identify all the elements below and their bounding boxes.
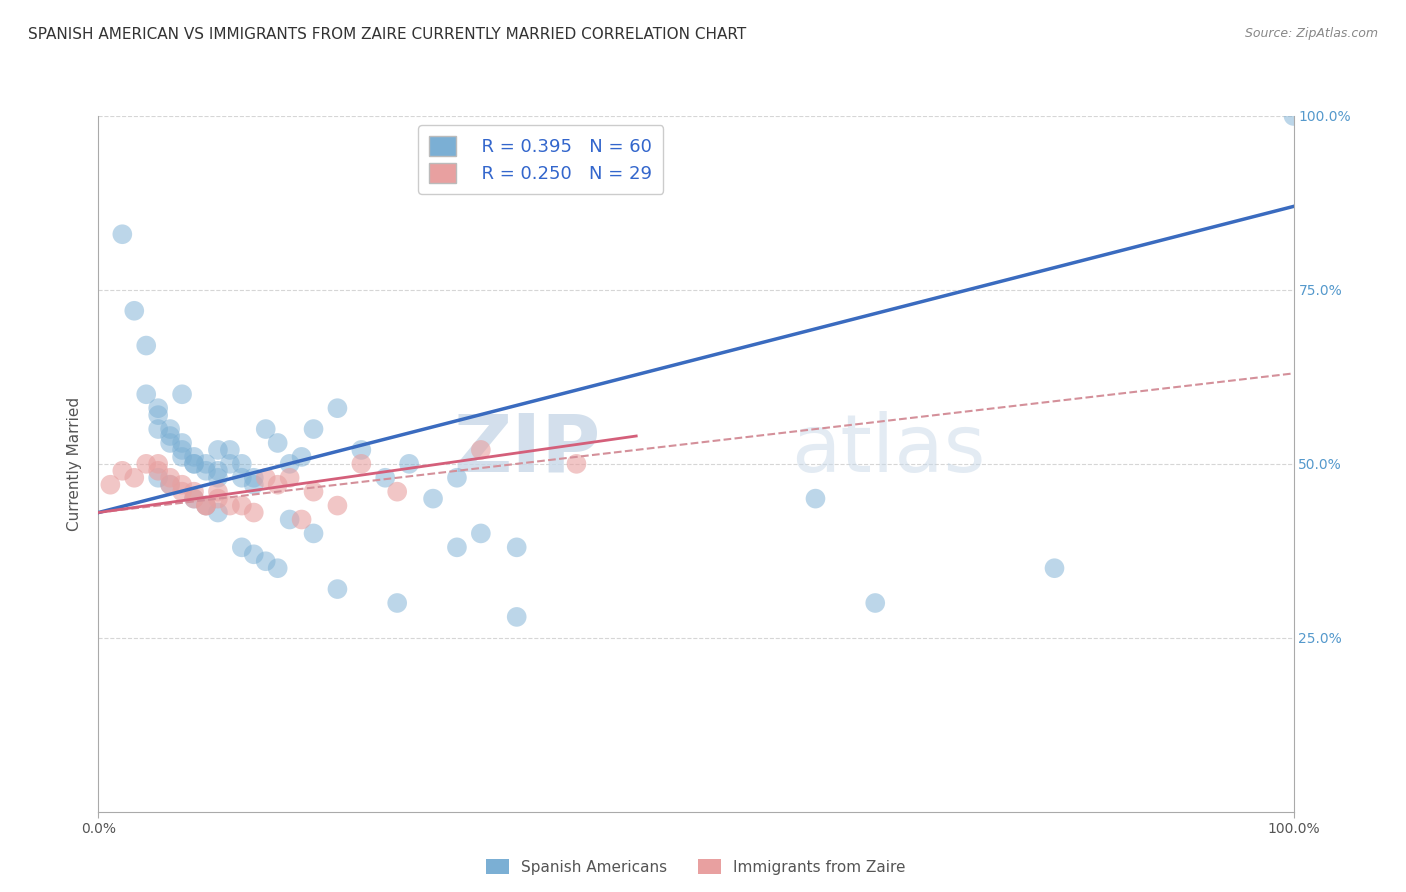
Point bbox=[231, 499, 253, 513]
Point bbox=[470, 442, 492, 457]
Text: Source: ZipAtlas.com: Source: ZipAtlas.com bbox=[1244, 27, 1378, 40]
Point bbox=[159, 471, 181, 485]
Point bbox=[302, 422, 325, 436]
Point bbox=[326, 499, 349, 513]
Point bbox=[506, 610, 529, 624]
Point bbox=[172, 450, 194, 464]
Point bbox=[219, 499, 242, 513]
Point bbox=[1282, 109, 1305, 123]
Point bbox=[565, 457, 588, 471]
Text: atlas: atlas bbox=[792, 411, 986, 489]
Point bbox=[350, 457, 373, 471]
Point bbox=[135, 457, 157, 471]
Legend: Spanish Americans, Immigrants from Zaire: Spanish Americans, Immigrants from Zaire bbox=[479, 853, 912, 880]
Point bbox=[135, 387, 157, 401]
Point bbox=[207, 464, 229, 478]
Point bbox=[124, 471, 146, 485]
Point bbox=[243, 477, 266, 491]
Point bbox=[172, 477, 194, 491]
Point bbox=[231, 457, 253, 471]
Point bbox=[183, 450, 205, 464]
Point bbox=[446, 471, 468, 485]
Point bbox=[446, 541, 468, 555]
Point bbox=[183, 457, 205, 471]
Point bbox=[374, 471, 396, 485]
Point bbox=[159, 477, 181, 491]
Point bbox=[194, 499, 218, 513]
Point bbox=[291, 450, 314, 464]
Point bbox=[111, 464, 134, 478]
Point bbox=[219, 457, 242, 471]
Point bbox=[159, 422, 181, 436]
Point bbox=[172, 484, 194, 499]
Point bbox=[172, 387, 194, 401]
Point bbox=[111, 227, 134, 242]
Point bbox=[254, 554, 277, 568]
Point bbox=[278, 471, 301, 485]
Point bbox=[267, 477, 290, 491]
Point bbox=[183, 491, 205, 506]
Point bbox=[159, 436, 181, 450]
Point bbox=[148, 408, 170, 422]
Point bbox=[148, 471, 170, 485]
Point bbox=[231, 471, 253, 485]
Point bbox=[804, 491, 827, 506]
Point bbox=[291, 512, 314, 526]
Point bbox=[135, 338, 157, 352]
Point bbox=[148, 401, 170, 416]
Text: SPANISH AMERICAN VS IMMIGRANTS FROM ZAIRE CURRENTLY MARRIED CORRELATION CHART: SPANISH AMERICAN VS IMMIGRANTS FROM ZAIR… bbox=[28, 27, 747, 42]
Point bbox=[159, 429, 181, 443]
Point bbox=[243, 547, 266, 561]
Point bbox=[148, 457, 170, 471]
Point bbox=[172, 442, 194, 457]
Point bbox=[207, 484, 229, 499]
Point bbox=[243, 471, 266, 485]
Point bbox=[398, 457, 420, 471]
Point bbox=[863, 596, 887, 610]
Point bbox=[219, 442, 242, 457]
Point bbox=[1043, 561, 1066, 575]
Point bbox=[183, 484, 205, 499]
Point bbox=[302, 484, 325, 499]
Point bbox=[207, 491, 229, 506]
Y-axis label: Currently Married: Currently Married bbox=[67, 397, 83, 531]
Point bbox=[98, 477, 122, 491]
Point bbox=[385, 484, 409, 499]
Point bbox=[326, 401, 349, 416]
Point bbox=[159, 477, 181, 491]
Point bbox=[194, 457, 218, 471]
Point bbox=[254, 471, 277, 485]
Point bbox=[148, 422, 170, 436]
Point bbox=[183, 491, 205, 506]
Point bbox=[302, 526, 325, 541]
Point bbox=[243, 506, 266, 520]
Point bbox=[148, 464, 170, 478]
Point bbox=[207, 442, 229, 457]
Point bbox=[385, 596, 409, 610]
Point bbox=[207, 471, 229, 485]
Point bbox=[326, 582, 349, 596]
Point bbox=[278, 512, 301, 526]
Point bbox=[194, 499, 218, 513]
Text: ZIP: ZIP bbox=[453, 411, 600, 489]
Point bbox=[194, 464, 218, 478]
Point bbox=[422, 491, 444, 506]
Point bbox=[470, 526, 492, 541]
Point bbox=[267, 436, 290, 450]
Point bbox=[207, 506, 229, 520]
Point bbox=[124, 303, 146, 318]
Point bbox=[506, 541, 529, 555]
Point bbox=[278, 457, 301, 471]
Point bbox=[254, 422, 277, 436]
Point bbox=[350, 442, 373, 457]
Point bbox=[267, 561, 290, 575]
Point bbox=[194, 499, 218, 513]
Point bbox=[231, 541, 253, 555]
Point bbox=[183, 457, 205, 471]
Point bbox=[172, 436, 194, 450]
